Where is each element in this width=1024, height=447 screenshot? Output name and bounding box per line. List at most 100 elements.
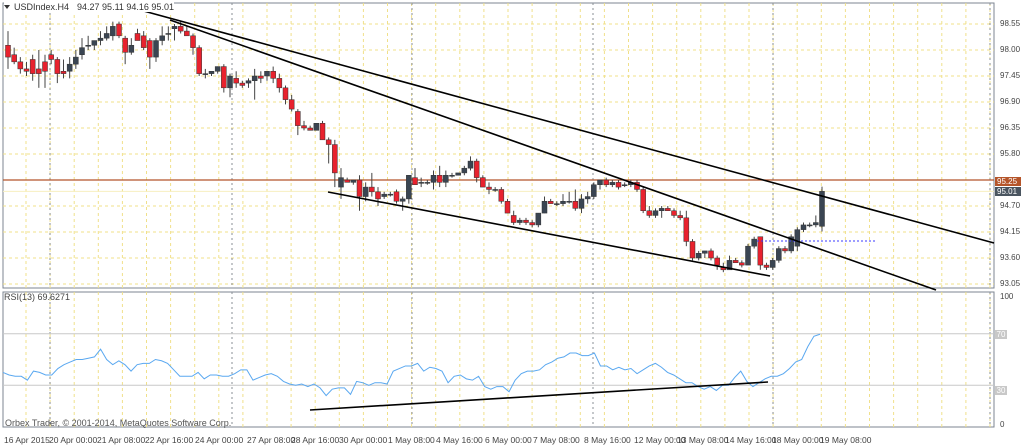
candle-body bbox=[609, 182, 616, 185]
candle-body bbox=[708, 250, 714, 259]
candle-body bbox=[523, 219, 529, 223]
candle-body bbox=[578, 198, 585, 209]
time-tick: 4 May 16:00 bbox=[436, 435, 483, 445]
candle-body bbox=[498, 189, 505, 202]
candle-body bbox=[671, 210, 677, 216]
candle-body bbox=[375, 191, 381, 200]
candle-body bbox=[726, 260, 733, 271]
candle-body bbox=[36, 68, 42, 74]
candle-body bbox=[399, 198, 406, 202]
time-tick: 24 Apr 00:00 bbox=[195, 435, 244, 445]
candle-body bbox=[517, 219, 523, 223]
price-tick: 93.60 bbox=[1000, 253, 1021, 262]
current-price-tag: 95.01 bbox=[995, 187, 1021, 196]
candle-body bbox=[732, 260, 739, 263]
candle-body bbox=[677, 215, 683, 219]
candle-body bbox=[288, 99, 295, 110]
candle-body bbox=[658, 208, 665, 211]
candle-body bbox=[695, 253, 702, 259]
time-tick: 19 May 08:00 bbox=[820, 435, 872, 445]
rsi-line bbox=[2, 333, 821, 397]
candle-body bbox=[547, 201, 554, 204]
candle-body bbox=[184, 30, 190, 37]
price-tick: 96.90 bbox=[1000, 97, 1021, 106]
rsi-axis-100: 100 bbox=[1000, 292, 1014, 301]
candle-body bbox=[301, 125, 307, 129]
candle-body bbox=[591, 184, 597, 197]
candle-body bbox=[436, 175, 443, 183]
candle-body bbox=[190, 35, 196, 48]
candle-body bbox=[159, 35, 165, 41]
candle-body bbox=[467, 160, 474, 169]
candle-body bbox=[393, 191, 400, 202]
time-tick: 12 May 00:00 bbox=[634, 435, 686, 445]
candle-body bbox=[572, 201, 579, 209]
candle-body bbox=[116, 23, 122, 37]
candle-body bbox=[763, 264, 770, 268]
candle-body bbox=[307, 127, 313, 131]
candle-body bbox=[782, 248, 788, 252]
candle-body bbox=[430, 175, 437, 183]
candle-body bbox=[128, 45, 135, 53]
candle-body bbox=[646, 210, 653, 216]
candle-body bbox=[29, 59, 36, 74]
candle-body bbox=[714, 257, 720, 266]
time-tick: 16 Apr 2015 bbox=[4, 435, 50, 445]
time-tick: 13 May 08:00 bbox=[677, 435, 729, 445]
candle-body bbox=[344, 179, 350, 183]
price-tick: 98.00 bbox=[1000, 45, 1021, 54]
candle-body bbox=[584, 196, 591, 200]
candle-body bbox=[541, 201, 548, 214]
time-tick: 14 May 16:00 bbox=[725, 435, 777, 445]
candle-body bbox=[332, 144, 338, 174]
candle-body bbox=[362, 186, 369, 197]
candle-body bbox=[387, 193, 394, 196]
ohlc-values: 94.27 95.11 94.16 95.01 bbox=[77, 2, 174, 12]
candle-body bbox=[683, 217, 690, 242]
rsi-axis-0: 0 bbox=[1000, 420, 1005, 429]
candle-body bbox=[813, 222, 819, 226]
time-tick: 7 May 08:00 bbox=[533, 435, 580, 445]
candle-body bbox=[319, 123, 326, 141]
candle-body bbox=[147, 40, 153, 58]
candle-body bbox=[652, 210, 659, 216]
candle-body bbox=[79, 47, 85, 55]
symbol-label: USDIndex.H4 bbox=[14, 2, 70, 12]
candle-body bbox=[535, 212, 542, 226]
candle-body bbox=[338, 177, 344, 188]
candle-body bbox=[60, 71, 67, 74]
candle-body bbox=[554, 203, 560, 205]
candle-body bbox=[122, 37, 128, 53]
price-tick: 93.05 bbox=[1000, 279, 1021, 288]
candle-body bbox=[140, 35, 147, 48]
candle-body bbox=[23, 68, 30, 72]
candle-body bbox=[529, 222, 535, 226]
candle-body bbox=[258, 75, 264, 79]
candle-body bbox=[282, 87, 289, 100]
lower-trendline bbox=[327, 191, 771, 277]
upper-trendline bbox=[139, 9, 995, 244]
candle-body bbox=[110, 26, 116, 37]
price-tick: 94.15 bbox=[1000, 227, 1021, 236]
time-tick: 27 Apr 08:00 bbox=[247, 435, 296, 445]
candle-body bbox=[689, 241, 696, 259]
price-tick: 95.80 bbox=[1000, 149, 1021, 158]
dropdown-triangle-icon[interactable] bbox=[4, 5, 10, 9]
candle-body bbox=[424, 182, 431, 184]
candle-body bbox=[54, 59, 61, 74]
candle-body bbox=[640, 189, 646, 211]
candle-body bbox=[473, 160, 480, 178]
candle-body bbox=[42, 61, 48, 72]
candle-body bbox=[177, 26, 184, 32]
candle-body bbox=[480, 177, 486, 188]
candle-body bbox=[486, 186, 492, 190]
rsi-panel-frame bbox=[2, 291, 995, 428]
candle-body bbox=[196, 47, 202, 74]
candle-body bbox=[776, 248, 782, 261]
candle-body bbox=[227, 75, 233, 89]
candle-body bbox=[788, 236, 794, 252]
candle-body bbox=[17, 61, 24, 70]
time-tick: 20 Apr 00:00 bbox=[49, 435, 98, 445]
candle-body bbox=[406, 175, 412, 200]
